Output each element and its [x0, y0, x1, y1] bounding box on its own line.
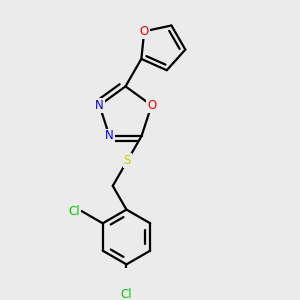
Text: N: N	[105, 129, 114, 142]
Text: Cl: Cl	[121, 288, 132, 300]
Text: N: N	[95, 99, 104, 112]
Text: O: O	[140, 25, 149, 38]
Text: S: S	[124, 154, 131, 167]
Text: Cl: Cl	[68, 205, 80, 218]
Text: O: O	[147, 99, 156, 112]
